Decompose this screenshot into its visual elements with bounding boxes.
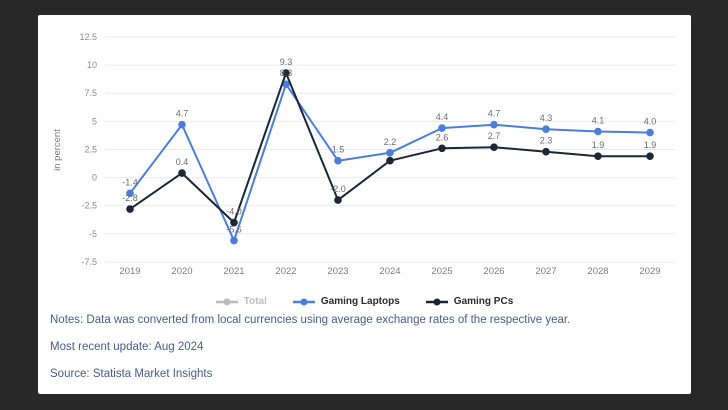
x-tick-label: 2020 [171, 266, 192, 277]
data-point-label: -4.0 [226, 207, 242, 217]
y-tick-label: 10 [87, 60, 97, 70]
data-point[interactable] [282, 69, 290, 77]
data-point-label: -2.0 [330, 184, 346, 194]
data-point[interactable] [386, 149, 394, 157]
y-tick-label: -7.5 [81, 257, 97, 267]
source-text: Source: Statista Market Insights [50, 368, 213, 380]
y-tick-label: 0 [92, 173, 97, 183]
data-point[interactable] [542, 125, 550, 133]
legend-marker-icon [425, 298, 448, 305]
data-point-label: -1.4 [122, 177, 138, 187]
x-tick-label: 2022 [275, 266, 296, 277]
legend-label: Gaming Laptops [320, 296, 400, 307]
data-point[interactable] [542, 147, 550, 156]
data-point-label: 9.3 [280, 57, 293, 67]
data-point-label: 4.4 [436, 112, 449, 122]
chart-footer: Notes: Data was converted from local cur… [50, 314, 679, 395]
notes-text: Notes: Data was converted from local cur… [50, 314, 571, 326]
data-point[interactable] [334, 196, 342, 204]
x-tick-label: 2019 [119, 266, 140, 277]
data-point[interactable] [438, 124, 446, 132]
data-point[interactable] [438, 144, 446, 153]
legend-label: Gaming PCs [453, 296, 514, 307]
data-point-label: -2.8 [122, 193, 138, 203]
x-tick-label: 2023 [327, 266, 348, 277]
data-point[interactable] [490, 120, 498, 129]
x-tick-label: 2029 [639, 266, 660, 277]
data-point-label: 0.4 [176, 157, 189, 167]
data-point[interactable] [594, 127, 602, 136]
chart-legend: Total Gaming Laptops Gaming PCs [38, 296, 691, 307]
x-tick-label: 2027 [535, 266, 556, 277]
line-chart: 12.5 10 7.5 5 2.5 0 -2.5 -5 -7.5 in percent 2019 20… [52, 32, 675, 277]
legend-marker-icon [215, 298, 238, 305]
data-point[interactable] [230, 236, 238, 245]
data-point-label: 2.6 [436, 132, 449, 142]
data-point[interactable] [646, 128, 654, 137]
data-point[interactable] [178, 169, 186, 177]
data-point[interactable] [126, 189, 134, 198]
data-point[interactable] [594, 152, 602, 160]
data-point-label: 4.3 [540, 113, 553, 123]
y-tick-label: -5 [89, 229, 97, 239]
data-point[interactable] [334, 156, 342, 165]
chart-card: 12.5 10 7.5 5 2.5 0 -2.5 -5 -7.5 in percent 2019 20… [38, 15, 691, 394]
legend-label: Total [243, 296, 267, 307]
x-tick-label: 2028 [587, 266, 608, 277]
update-text: Most recent update: Aug 2024 [50, 341, 204, 353]
series-line-gaming-pcs [129, 72, 650, 224]
x-tick-label: 2026 [483, 266, 504, 277]
data-point[interactable] [282, 80, 290, 88]
data-point-label: 2.3 [540, 136, 553, 146]
legend-item-total[interactable]: Total [215, 296, 267, 307]
data-point-label: -5.6 [226, 225, 242, 235]
data-point-label: 8.3 [280, 68, 293, 78]
data-point-label: 2.2 [384, 137, 397, 147]
x-tick-label: 2025 [431, 266, 452, 277]
data-point[interactable] [386, 156, 394, 165]
legend-marker-icon [292, 298, 315, 305]
y-tick-label: 2.5 [84, 144, 97, 154]
data-point[interactable] [126, 205, 134, 213]
data-point-label: 1.5 [332, 145, 345, 155]
data-point[interactable] [490, 143, 498, 151]
data-point-label: 4.7 [488, 109, 501, 119]
data-point-label: 4.0 [644, 117, 657, 127]
data-point-label: 1.9 [644, 140, 657, 150]
legend-item-gaming-pcs[interactable]: Gaming PCs [425, 296, 514, 307]
data-point[interactable] [646, 152, 654, 160]
data-point[interactable] [230, 218, 238, 227]
y-axis-title: in percent [52, 129, 63, 171]
data-point-label: 4.7 [176, 109, 189, 119]
data-point-label: 1.9 [592, 140, 605, 150]
data-point-label: 4.1 [592, 116, 605, 126]
legend-item-gaming-laptops[interactable]: Gaming Laptops [292, 296, 400, 307]
x-tick-label: 2021 [223, 266, 244, 277]
y-tick-label: 5 [92, 116, 97, 126]
x-tick-label: 2024 [379, 266, 400, 277]
y-tick-label: 12.5 [79, 32, 97, 42]
data-point-label: 2.7 [488, 131, 501, 141]
y-tick-label: 7.5 [84, 88, 97, 98]
data-point[interactable] [178, 120, 186, 129]
y-tick-label: -2.5 [81, 201, 97, 211]
